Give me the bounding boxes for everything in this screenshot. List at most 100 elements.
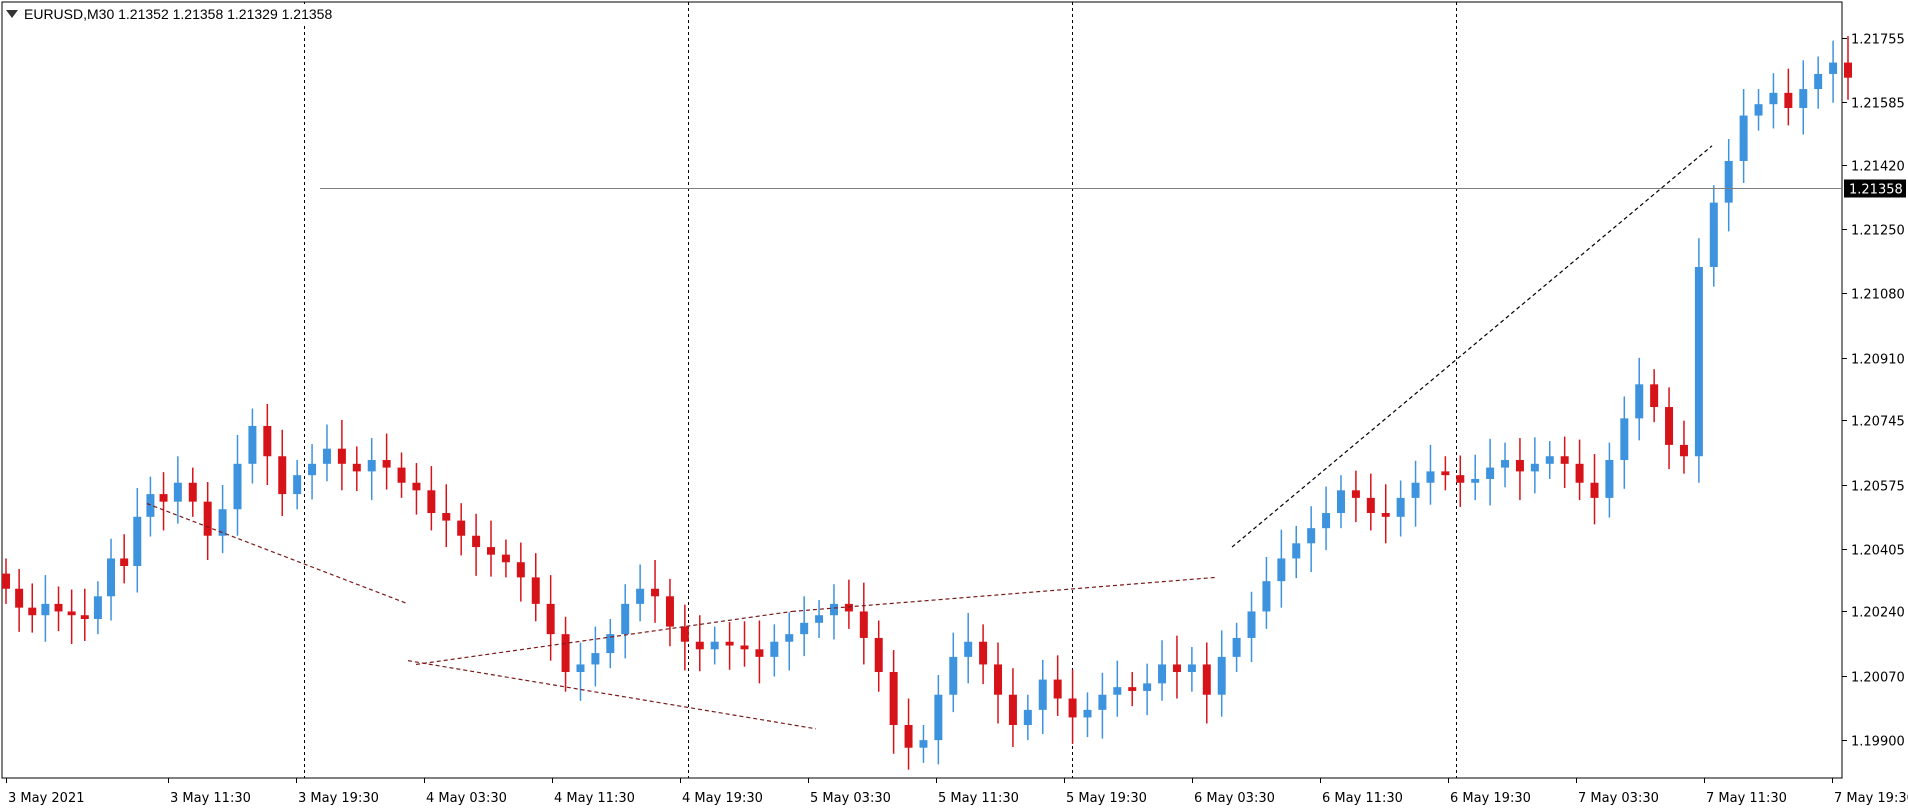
candle-body — [1530, 463, 1539, 472]
x-tick-label: 7 May 11:30 — [1706, 791, 1787, 806]
current-price-label: 1.21358 — [1849, 183, 1903, 198]
candle-body — [1456, 475, 1465, 483]
candle-body — [1784, 92, 1793, 108]
x-tick-label: 5 May 19:30 — [1066, 791, 1147, 806]
candle-body — [1665, 407, 1674, 445]
candle-body — [367, 460, 376, 472]
candle-body — [919, 740, 928, 748]
candle-body — [1590, 482, 1599, 498]
candle-body — [1471, 478, 1480, 483]
plot-frame — [1, 1, 1843, 779]
candle-body — [1068, 698, 1077, 718]
candle-body — [248, 425, 257, 464]
candle-body — [725, 641, 734, 646]
candle-body — [54, 603, 63, 612]
candle-body — [1277, 558, 1286, 582]
candle-body — [1829, 62, 1838, 74]
candle-body — [695, 641, 704, 650]
symbol-header: EURUSD,M30 1.21352 1.21358 1.21329 1.213… — [6, 4, 339, 24]
candle-body — [1560, 456, 1569, 464]
candle-body — [531, 577, 540, 604]
candle-body — [1143, 683, 1152, 691]
dropdown-triangle-icon[interactable] — [6, 10, 18, 18]
y-tick-label: 1.21755 — [1851, 33, 1905, 48]
candle-body — [352, 463, 361, 472]
candle-body — [173, 482, 182, 502]
candle-body — [1575, 463, 1584, 483]
trend-line — [415, 610, 793, 666]
candle-body — [203, 501, 212, 536]
candle-body — [1336, 490, 1345, 514]
x-tick-label: 4 May 19:30 — [682, 791, 763, 806]
candle-body — [740, 645, 749, 650]
candle-body — [651, 588, 660, 597]
candle-body — [337, 448, 346, 464]
candle-body — [934, 694, 943, 741]
candle-body — [1769, 92, 1778, 105]
candle-body — [67, 611, 76, 616]
candle-body — [1232, 637, 1241, 657]
candle-body — [1351, 490, 1360, 498]
candle-body — [15, 588, 24, 608]
candle-body — [1799, 89, 1808, 108]
x-tick-label: 7 May 03:30 — [1578, 791, 1659, 806]
candle-body — [107, 558, 116, 597]
candle-body — [1754, 104, 1763, 116]
candle-body — [1501, 460, 1510, 468]
candle-body — [457, 520, 466, 536]
candle-body — [1694, 266, 1703, 457]
candle-body — [680, 626, 689, 642]
candle-body — [487, 547, 496, 555]
candle-body — [472, 535, 481, 548]
x-tick-label: 3 May 11:30 — [170, 791, 251, 806]
candle-body — [1217, 656, 1226, 695]
x-tick-label: 3 May 19:30 — [298, 791, 379, 806]
candle-body — [949, 656, 958, 695]
x-tick-label: 3 May 2021 — [8, 791, 85, 806]
y-tick-label: 1.20240 — [1851, 606, 1905, 621]
trend-line — [146, 503, 409, 605]
candle-body — [1814, 73, 1823, 90]
y-tick-label: 1.21420 — [1851, 160, 1905, 175]
candle-body — [1008, 694, 1017, 726]
candle-body — [1172, 664, 1181, 673]
x-tick-label: 5 May 11:30 — [938, 791, 1019, 806]
candle-body — [1247, 611, 1256, 638]
candle-body — [1158, 664, 1167, 684]
x-tick-label: 7 May 19:30 — [1834, 791, 1908, 806]
candle-body — [1053, 679, 1062, 699]
candle-body — [1709, 202, 1718, 267]
candle-body — [844, 603, 853, 612]
candle-body — [1187, 664, 1196, 673]
trend-line — [407, 660, 817, 730]
candle-body — [979, 641, 988, 665]
candle-body — [293, 475, 302, 495]
candle-body — [994, 664, 1003, 695]
current-price-tag — [1844, 179, 1906, 198]
candle-body — [591, 653, 600, 665]
candle-body — [80, 615, 89, 620]
candle-body — [1262, 581, 1271, 612]
candle-body — [1515, 460, 1524, 472]
candle-body — [770, 641, 779, 657]
x-tick-label: 6 May 19:30 — [1450, 791, 1531, 806]
candle-body — [397, 467, 406, 483]
candle-body — [1620, 418, 1629, 461]
candle-body — [1411, 482, 1420, 498]
candle-body — [1739, 115, 1748, 161]
y-tick-label: 1.21080 — [1851, 288, 1905, 303]
candle-body — [1396, 497, 1405, 517]
candle-body — [1426, 471, 1435, 483]
candle-body — [710, 641, 719, 650]
candle-body — [874, 637, 883, 673]
candle-body — [501, 554, 510, 563]
candle-body — [785, 634, 794, 642]
candle-body — [561, 634, 570, 673]
candle-body — [1650, 384, 1659, 408]
candle-body — [1441, 471, 1450, 476]
candle-body — [188, 482, 197, 502]
candle-body — [636, 588, 645, 604]
candle-body — [576, 664, 585, 673]
candle-body — [800, 622, 809, 635]
